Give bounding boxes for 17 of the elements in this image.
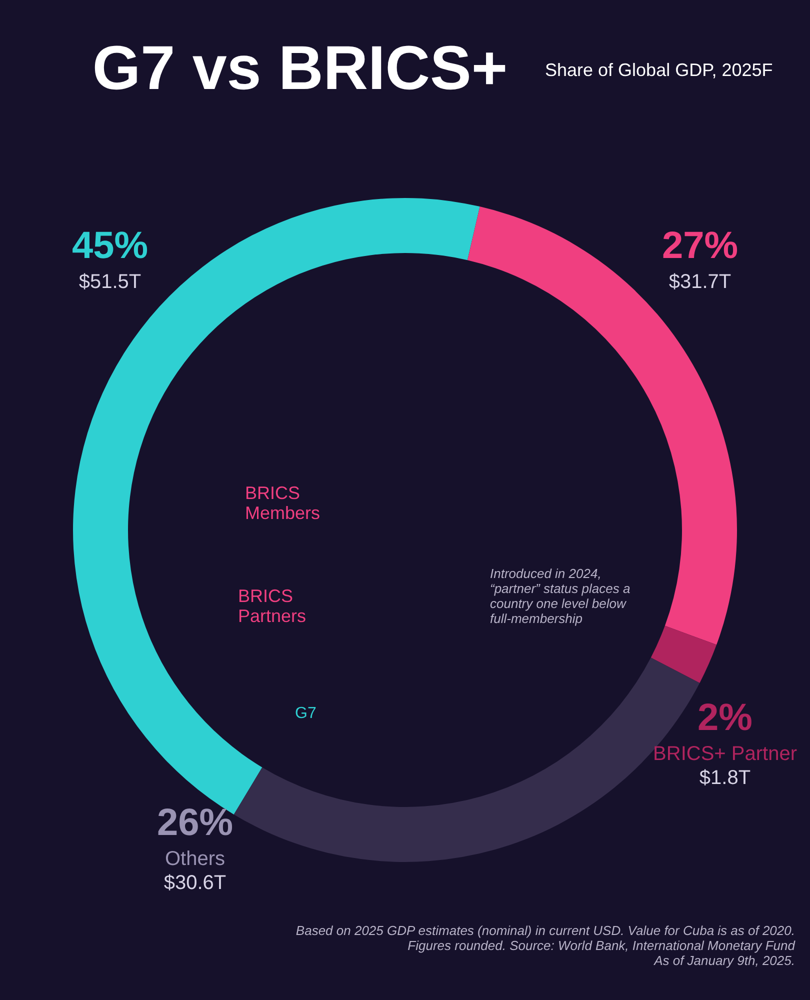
text: $1.8T [699,767,751,789]
text: BRICS Members [245,483,320,523]
text: $31.7T [668,271,732,293]
data-label: 45% [72,225,148,267]
slice-label: BRICS+ Partner [653,743,798,765]
chart-title: G7 vs BRICS+ [92,34,508,103]
text: Introduced in 2024, “partner” status places a country one level below full-membership [490,566,630,626]
text: G7 [295,705,316,722]
text: Based on 2025 GDP estimates (nominal) in current USD. Value for Cuba is as of 2020. Figures rounded. Source: World Bank, International Monetary Fund As of January 9th, 2025. [296,923,796,968]
data-label: 27% [662,225,738,267]
text: $51.5T [78,271,142,293]
slice-label: Others [164,848,226,870]
data-label: 2% [698,697,752,739]
data-label: 26% [156,802,234,844]
text: BRICS Partners [238,586,306,626]
text: $30.6T [164,872,226,894]
chart-subtitle: Share of Global GDP, 2025F [545,60,773,80]
